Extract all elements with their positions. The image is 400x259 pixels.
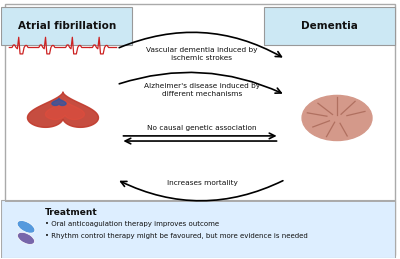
Text: Treatment: Treatment (45, 208, 98, 217)
Polygon shape (46, 100, 84, 120)
Text: • Oral anticoagulation therapy improves outcome: • Oral anticoagulation therapy improves … (45, 221, 219, 227)
Text: Vascular dementia induced by
ischemic strokes: Vascular dementia induced by ischemic st… (146, 47, 258, 61)
FancyBboxPatch shape (1, 6, 132, 45)
Polygon shape (28, 92, 98, 127)
Text: • Rhythm control therapy might be favoured, but more evidence is needed: • Rhythm control therapy might be favour… (45, 233, 308, 239)
Text: Alzheimer's disease induced by
different mechanisms: Alzheimer's disease induced by different… (144, 83, 260, 97)
FancyBboxPatch shape (264, 6, 395, 45)
Polygon shape (52, 98, 66, 105)
Circle shape (302, 95, 372, 141)
Ellipse shape (18, 232, 34, 244)
FancyBboxPatch shape (1, 200, 395, 258)
FancyBboxPatch shape (5, 4, 395, 255)
Text: Atrial fibrillation: Atrial fibrillation (18, 21, 116, 31)
Text: No causal genetic association: No causal genetic association (147, 125, 257, 131)
Text: Increases mortality: Increases mortality (166, 180, 238, 186)
Ellipse shape (17, 221, 35, 233)
Text: Dementia: Dementia (301, 21, 358, 31)
